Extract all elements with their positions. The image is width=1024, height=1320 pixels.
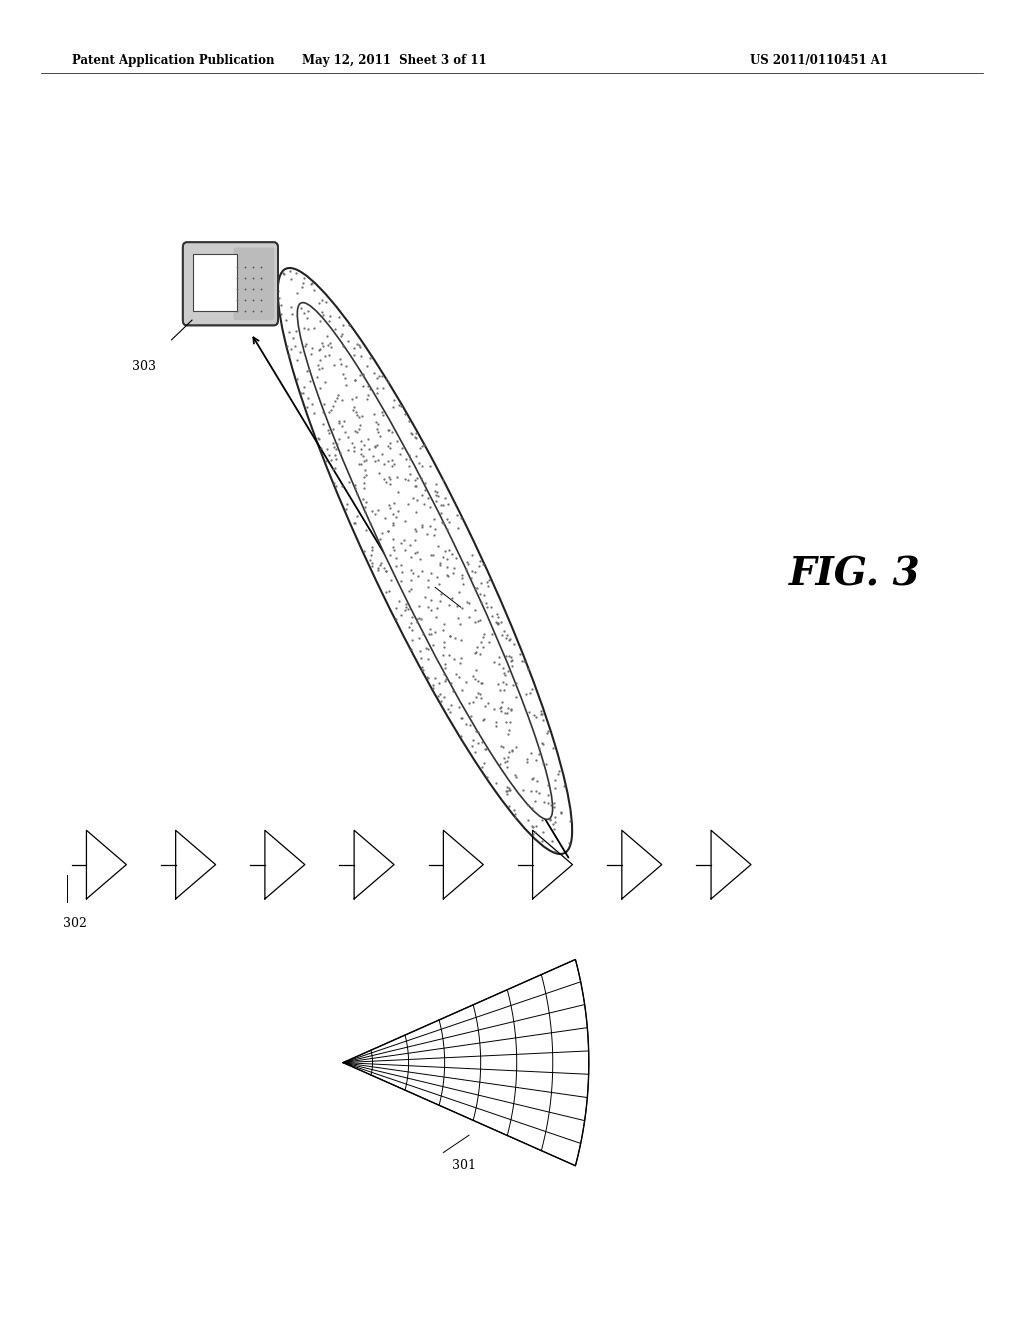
Text: 302: 302: [62, 917, 87, 931]
Text: US 2011/0110451 A1: US 2011/0110451 A1: [751, 54, 888, 67]
FancyBboxPatch shape: [233, 247, 274, 319]
Text: FIG. 3: FIG. 3: [790, 556, 921, 593]
Text: 303: 303: [132, 359, 156, 372]
Text: May 12, 2011  Sheet 3 of 11: May 12, 2011 Sheet 3 of 11: [302, 54, 486, 67]
Ellipse shape: [297, 302, 553, 820]
Ellipse shape: [278, 268, 572, 854]
Polygon shape: [343, 960, 589, 1166]
Text: Patent Application Publication: Patent Application Publication: [72, 54, 274, 67]
Bar: [193, 255, 237, 310]
Text: 301: 301: [452, 1159, 476, 1172]
FancyBboxPatch shape: [182, 243, 278, 325]
Text: 313: 313: [466, 627, 489, 640]
